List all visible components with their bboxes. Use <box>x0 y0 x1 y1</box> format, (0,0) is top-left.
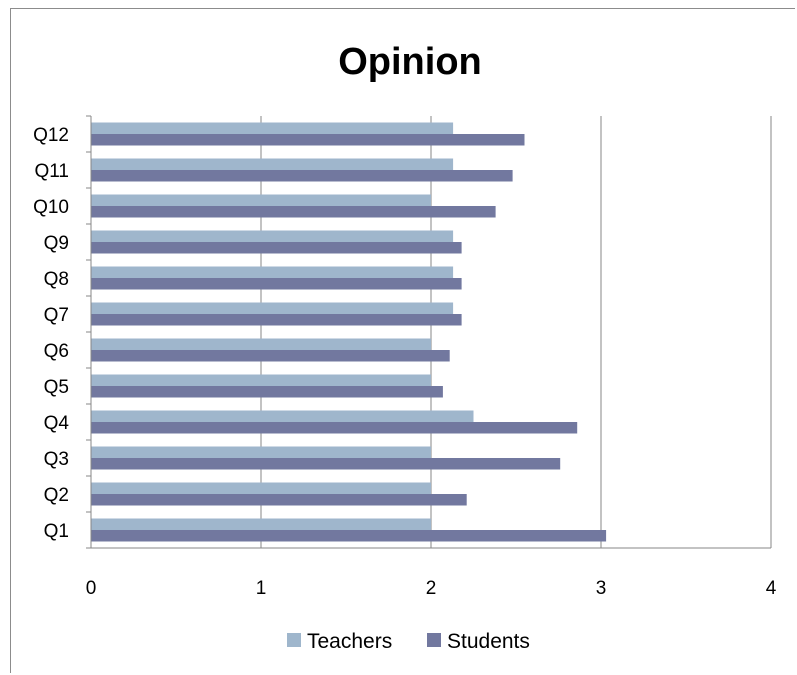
y-tick-label: Q9 <box>44 233 69 254</box>
x-tick-label: 1 <box>256 578 267 599</box>
bar-teachers-q2 <box>91 482 431 494</box>
legend-swatch-teachers <box>287 633 301 647</box>
y-tick-label: Q10 <box>33 197 69 218</box>
bar-teachers-q4 <box>91 410 474 422</box>
bar-teachers-q11 <box>91 158 454 170</box>
y-tick-label: Q2 <box>44 485 69 506</box>
chart-title: Opinion <box>338 41 482 83</box>
y-tick-label: Q3 <box>44 449 69 470</box>
bar-teachers-q10 <box>91 194 431 206</box>
bar-students-q4 <box>91 422 578 434</box>
bar-teachers-q5 <box>91 374 431 386</box>
bar-teachers-q7 <box>91 302 454 314</box>
legend-label-students: Students <box>447 630 530 653</box>
bars <box>91 122 607 542</box>
x-tick-label: 4 <box>766 578 777 599</box>
y-tick-label: Q4 <box>44 413 70 434</box>
bar-teachers-q12 <box>91 122 454 134</box>
bar-students-q6 <box>91 350 450 362</box>
bar-students-q5 <box>91 386 443 398</box>
y-tick-label: Q5 <box>44 377 69 398</box>
bar-students-q10 <box>91 206 496 218</box>
y-tick-label: Q12 <box>33 125 69 146</box>
bar-teachers-q8 <box>91 266 454 278</box>
bar-students-q11 <box>91 170 513 182</box>
bar-teachers-q9 <box>91 230 454 242</box>
axes: 0 1 2 3 4 Q1 Q2 Q3 Q4 Q5 Q6 Q7 Q8 Q9 Q10 Q11 Q12 <box>33 115 777 599</box>
bar-students-q12 <box>91 134 525 146</box>
y-tick-label: Q11 <box>34 161 69 182</box>
bar-students-q9 <box>91 242 462 254</box>
y-tick-label: Q6 <box>44 341 69 362</box>
y-tick-label: Q1 <box>44 521 69 542</box>
bar-students-q1 <box>91 530 607 542</box>
y-tick-label: Q7 <box>44 305 69 326</box>
legend-label-teachers: Teachers <box>307 630 392 653</box>
legend-swatch-students <box>427 633 441 647</box>
gridlines <box>260 116 772 548</box>
bar-teachers-q6 <box>91 338 431 350</box>
y-tick-label: Q8 <box>44 269 69 290</box>
x-tick-label: 0 <box>86 578 97 599</box>
bar-teachers-q1 <box>91 518 431 530</box>
bar-students-q7 <box>91 314 462 326</box>
x-tick-label: 2 <box>426 578 437 599</box>
bar-students-q2 <box>91 494 467 506</box>
bar-students-q8 <box>91 278 462 290</box>
legend: Teachers Students <box>287 630 530 653</box>
bar-teachers-q3 <box>91 446 431 458</box>
x-tick-label: 3 <box>596 578 607 599</box>
bar-students-q3 <box>91 458 561 470</box>
